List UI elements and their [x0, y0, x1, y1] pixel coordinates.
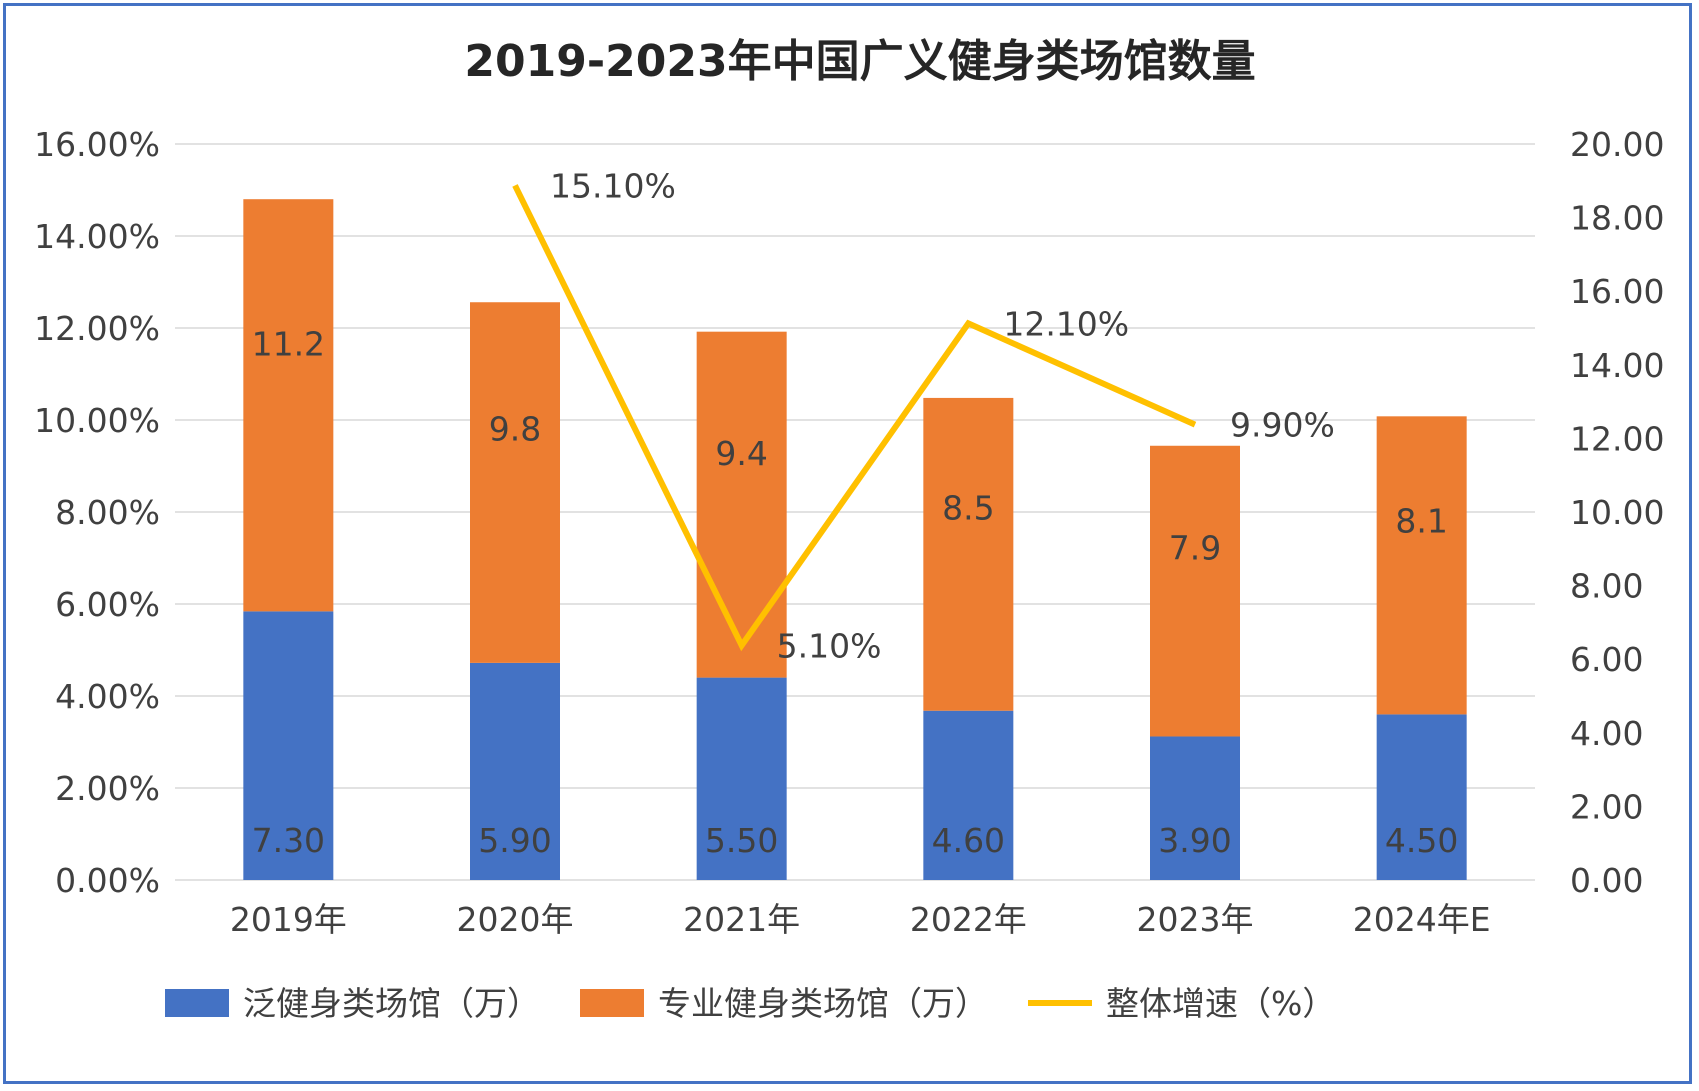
chart-title: 2019-2023年中国广义健身类场馆数量 — [464, 36, 1255, 87]
bar-data-label: 7.30 — [252, 821, 325, 860]
bar-general-gym — [696, 677, 787, 880]
bar-professional-gym — [1376, 416, 1467, 715]
bar-data-label: 9.4 — [715, 434, 767, 473]
legend-label: 专业健身类场馆（万） — [658, 984, 988, 1023]
legend-swatch — [165, 989, 229, 1017]
left-tick-label: 0.00% — [55, 861, 160, 900]
bar-professional-gym — [243, 199, 334, 612]
line-data-label: 12.10% — [1003, 304, 1129, 343]
bar-general-gym — [470, 662, 560, 880]
bar-data-label: 8.5 — [942, 488, 994, 527]
right-tick-label: 10.00 — [1570, 493, 1664, 532]
gridlines — [175, 143, 1535, 881]
x-tick-label: 2024年E — [1353, 900, 1491, 939]
right-tick-label: 18.00 — [1570, 199, 1664, 238]
x-axis: 2019年 2020年 2021年 2022年 2023年 2024年E — [230, 900, 1491, 939]
right-tick-label: 0.00 — [1570, 861, 1643, 900]
bar-data-label: 5.90 — [478, 821, 551, 860]
left-tick-label: 10.00% — [34, 401, 160, 440]
left-tick-label: 8.00% — [55, 493, 160, 532]
bar-professional-gym — [696, 331, 787, 678]
right-tick-label: 4.00 — [1570, 714, 1643, 753]
right-tick-label: 2.00 — [1570, 787, 1643, 826]
right-tick-label: 20.00 — [1570, 125, 1664, 164]
bar-professional-gym — [923, 397, 1014, 711]
growth-line — [512, 184, 1197, 652]
line-data-label: 9.90% — [1230, 406, 1335, 445]
bar-series: 7.30 11.2 5.90 9.8 5.50 9.4 4.60 8.5 3.90 7.9 4.50… — [243, 199, 1467, 880]
bar-data-label: 4.50 — [1385, 821, 1458, 860]
bar-data-label: 4.60 — [932, 821, 1005, 860]
line-data-label: 15.10% — [550, 166, 676, 205]
legend-label: 整体增速（%） — [1106, 984, 1335, 1023]
bar-data-label: 5.50 — [705, 821, 778, 860]
left-tick-label: 16.00% — [34, 125, 160, 164]
right-tick-label: 14.00 — [1570, 346, 1664, 385]
bar-data-label: 11.2 — [252, 324, 325, 363]
x-tick-label: 2020年 — [457, 900, 574, 939]
bar-professional-gym — [470, 302, 560, 663]
right-tick-label: 8.00 — [1570, 567, 1643, 606]
bar-data-label: 7.9 — [1169, 529, 1221, 568]
left-axis: 0.00% 2.00% 4.00% 6.00% 8.00% 10.00% 12.00% 14.… — [34, 125, 160, 900]
left-tick-label: 6.00% — [55, 585, 160, 624]
right-axis: 0.00 2.00 4.00 6.00 8.00 10.00 12.00 14.00 16.00… — [1570, 125, 1664, 900]
left-tick-label: 4.00% — [55, 677, 160, 716]
line-data-label: 5.10% — [777, 626, 882, 665]
bar-general-gym — [923, 710, 1014, 880]
growth-line-series: 15.10% 5.10% 12.10% 9.90% — [512, 166, 1335, 665]
bar-general-gym — [243, 611, 334, 880]
x-tick-label: 2019年 — [230, 900, 347, 939]
bar-data-label: 9.8 — [489, 409, 541, 448]
x-tick-label: 2023年 — [1137, 900, 1254, 939]
bar-general-gym — [1376, 714, 1467, 880]
x-tick-label: 2022年 — [910, 900, 1027, 939]
bar-data-label: 3.90 — [1158, 821, 1231, 860]
right-tick-label: 6.00 — [1570, 640, 1643, 679]
legend-label: 泛健身类场馆（万） — [243, 984, 540, 1023]
x-tick-label: 2021年 — [683, 900, 800, 939]
bar-general-gym — [1150, 736, 1240, 880]
left-tick-label: 12.00% — [34, 309, 160, 348]
right-tick-label: 12.00 — [1570, 419, 1664, 458]
left-tick-label: 14.00% — [34, 217, 160, 256]
bar-data-label: 8.1 — [1395, 502, 1447, 541]
bar-professional-gym — [1150, 445, 1240, 737]
legend: 泛健身类场馆（万） 专业健身类场馆（万） 整体增速（%） — [165, 984, 1335, 1023]
legend-swatch — [580, 989, 644, 1017]
right-tick-label: 16.00 — [1570, 272, 1664, 311]
left-tick-label: 2.00% — [55, 769, 160, 808]
